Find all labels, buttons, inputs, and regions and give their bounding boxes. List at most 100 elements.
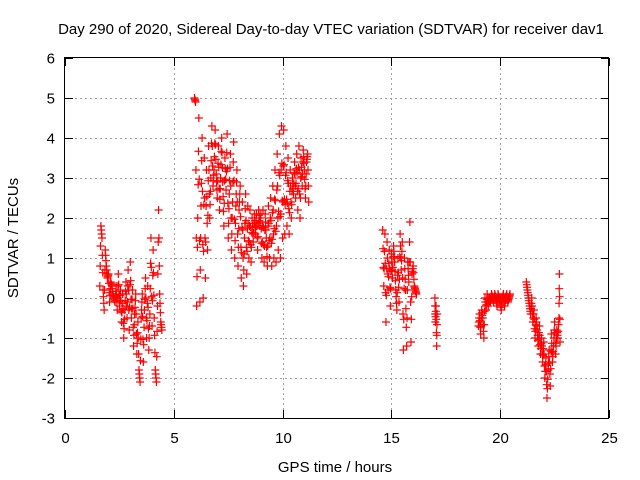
data-point xyxy=(275,130,284,138)
data-point xyxy=(154,238,163,246)
data-point xyxy=(261,210,270,218)
data-point xyxy=(392,306,401,314)
data-point xyxy=(432,315,441,324)
data-point xyxy=(245,206,254,214)
data-point xyxy=(202,202,211,210)
y-tick-label: 5 xyxy=(47,91,55,108)
data-point xyxy=(145,334,154,342)
data-point xyxy=(268,235,277,244)
data-point xyxy=(152,352,161,361)
data-point xyxy=(220,154,229,162)
data-point xyxy=(412,290,421,298)
data-point xyxy=(205,214,214,222)
data-point xyxy=(226,150,235,158)
data-point xyxy=(394,283,403,292)
data-point xyxy=(132,330,141,338)
data-point xyxy=(262,243,271,252)
data-point xyxy=(404,271,413,280)
data-point xyxy=(142,316,151,325)
data-point xyxy=(153,327,162,336)
data-point xyxy=(276,254,285,262)
data-point xyxy=(238,226,247,234)
data-point xyxy=(114,280,123,289)
data-point xyxy=(100,306,109,314)
data-point xyxy=(396,230,405,238)
data-point xyxy=(152,378,161,386)
data-point xyxy=(193,243,202,252)
data-point xyxy=(219,192,228,201)
data-point xyxy=(232,166,241,174)
data-point xyxy=(380,230,389,238)
data-point xyxy=(540,350,549,358)
data-point xyxy=(147,263,156,272)
data-point xyxy=(253,246,262,254)
data-point xyxy=(99,299,108,308)
data-point xyxy=(385,283,394,292)
data-point xyxy=(479,334,488,342)
data-point xyxy=(196,266,205,274)
data-point xyxy=(283,199,292,208)
data-point xyxy=(146,234,155,242)
data-point xyxy=(296,214,305,222)
data-point xyxy=(386,284,395,293)
data-point xyxy=(554,320,563,329)
data-point xyxy=(149,268,158,277)
data-point xyxy=(225,190,234,198)
data-point xyxy=(146,259,155,268)
y-tick-label: 1 xyxy=(47,251,55,268)
data-point xyxy=(236,182,245,190)
data-point xyxy=(243,247,252,256)
data-point xyxy=(224,219,233,228)
data-point xyxy=(279,162,288,170)
data-point xyxy=(208,162,217,170)
data-point xyxy=(382,291,391,300)
x-tick-label: 10 xyxy=(275,430,292,447)
data-point xyxy=(287,214,296,222)
data-point xyxy=(528,302,537,310)
data-point xyxy=(555,270,564,278)
data-point xyxy=(395,298,404,306)
data-point xyxy=(280,160,289,169)
data-point xyxy=(241,190,250,198)
data-point xyxy=(249,228,258,237)
data-point xyxy=(430,294,439,302)
data-point xyxy=(247,258,256,266)
data-point xyxy=(119,334,128,342)
data-point xyxy=(138,290,147,298)
data-point xyxy=(405,238,414,246)
data-point xyxy=(401,304,410,313)
data-point xyxy=(397,247,406,256)
data-point xyxy=(214,142,223,150)
data-point xyxy=(124,266,133,274)
data-point xyxy=(402,314,411,322)
data-point xyxy=(200,234,209,242)
y-axis-title: SDTVAR / TECUs xyxy=(5,178,22,298)
y-tick-label: 3 xyxy=(47,171,55,188)
data-point xyxy=(546,364,555,373)
data-point xyxy=(433,310,442,318)
data-point xyxy=(432,302,441,310)
data-point xyxy=(131,296,140,305)
data-point xyxy=(285,230,294,238)
data-point xyxy=(406,338,415,346)
data-point xyxy=(229,158,238,166)
data-point xyxy=(406,298,415,306)
x-tick-label: 25 xyxy=(601,430,618,447)
data-point xyxy=(153,270,162,278)
data-point xyxy=(264,202,273,210)
data-point xyxy=(139,340,148,349)
data-point xyxy=(554,314,563,322)
data-point xyxy=(384,272,393,281)
data-point xyxy=(200,154,209,162)
data-point xyxy=(97,234,106,242)
data-point xyxy=(266,194,275,202)
data-point xyxy=(266,216,275,225)
data-point xyxy=(193,214,202,222)
data-point xyxy=(539,338,548,346)
data-point xyxy=(194,147,203,156)
data-point xyxy=(242,270,251,278)
data-point xyxy=(150,314,159,322)
data-point xyxy=(119,319,128,328)
data-point xyxy=(397,266,406,274)
